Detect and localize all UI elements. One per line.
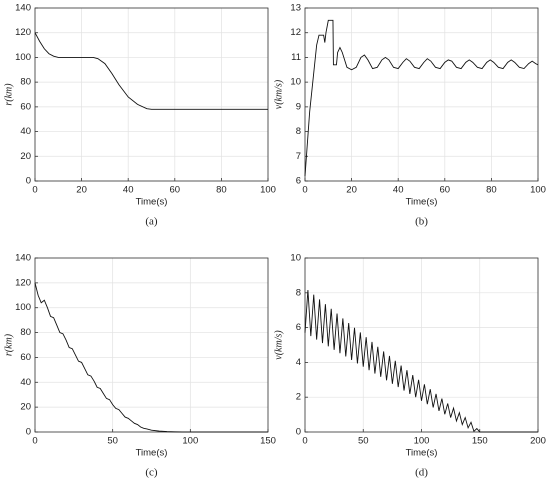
y-tick-label: 9 (296, 101, 301, 112)
y-tick-label: 11 (291, 52, 301, 63)
caption: (b) (415, 216, 428, 228)
x-tick-label: 60 (170, 185, 181, 196)
y-axis-label: v(km/s) (273, 79, 284, 109)
y-tick-label: 120 (15, 277, 31, 288)
y-tick-label: 10 (290, 77, 301, 88)
y-tick-label: 7 (296, 151, 301, 162)
x-tick-label: 100 (260, 185, 276, 196)
data-line (34, 282, 268, 433)
x-axis-label: Time(s) (406, 448, 438, 459)
x-tick-label: 20 (76, 185, 87, 196)
y-tick-label: 20 (20, 402, 31, 413)
caption: (c) (145, 467, 158, 479)
axes-frame (304, 7, 539, 182)
y-tick-label: 40 (20, 126, 31, 137)
x-axis-label: Time(s) (136, 197, 168, 208)
x-tick-label: 40 (123, 185, 134, 196)
y-tick-label: 140 (15, 3, 31, 14)
x-tick-label: 60 (440, 185, 451, 196)
x-tick-label: 0 (302, 436, 307, 447)
y-tick-label: 20 (20, 151, 31, 162)
y-tick-label: 0 (296, 427, 301, 438)
y-tick-label: 60 (20, 101, 31, 112)
y-tick-label: 8 (296, 287, 301, 298)
data-line (304, 19, 539, 177)
x-tick-label: 100 (182, 436, 198, 447)
y-tick-label: 6 (296, 322, 301, 333)
x-tick-label: 80 (486, 185, 497, 196)
x-tick-label: 100 (414, 436, 430, 447)
caption: (a) (145, 216, 158, 228)
x-tick-label: 20 (346, 185, 357, 196)
x-axis-label: Time(s) (406, 197, 438, 208)
y-tick-label: 13 (290, 3, 301, 14)
y-axis-label: r(km) (3, 83, 14, 106)
x-tick-label: 200 (530, 436, 546, 447)
x-axis-label: Time(s) (136, 448, 168, 459)
y-tick-label: 10 (290, 253, 301, 264)
x-tick-label: 80 (216, 185, 227, 196)
x-tick-label: 150 (472, 436, 488, 447)
x-tick-label: 150 (260, 436, 276, 447)
x-tick-label: 0 (32, 436, 37, 447)
axes-frame (304, 257, 539, 433)
y-tick-label: 0 (26, 176, 31, 187)
data-line (34, 32, 268, 110)
x-tick-label: 50 (107, 436, 118, 447)
y-axis-label: v(km/s) (273, 330, 284, 360)
x-tick-label: 100 (530, 185, 546, 196)
y-tick-label: 100 (15, 302, 31, 313)
x-tick-label: 40 (393, 185, 404, 196)
y-tick-label: 6 (296, 176, 301, 187)
y-axis-label: r(km) (3, 333, 14, 356)
x-tick-label: 0 (32, 185, 37, 196)
y-tick-label: 120 (15, 27, 31, 38)
y-tick-label: 40 (20, 377, 31, 388)
axes-frame (34, 7, 269, 182)
y-tick-label: 8 (296, 126, 301, 137)
y-tick-label: 0 (26, 427, 31, 438)
y-tick-label: 60 (20, 352, 31, 363)
x-tick-label: 0 (302, 185, 307, 196)
y-tick-label: 4 (296, 357, 301, 368)
data-line (304, 289, 538, 433)
x-tick-label: 50 (358, 436, 369, 447)
caption: (d) (415, 467, 428, 479)
y-tick-label: 12 (290, 27, 301, 38)
y-tick-label: 100 (15, 52, 31, 63)
y-tick-label: 2 (296, 392, 301, 403)
y-tick-label: 80 (20, 327, 31, 338)
y-tick-label: 80 (20, 77, 31, 88)
axes-frame (34, 257, 269, 433)
y-tick-label: 140 (15, 253, 31, 264)
